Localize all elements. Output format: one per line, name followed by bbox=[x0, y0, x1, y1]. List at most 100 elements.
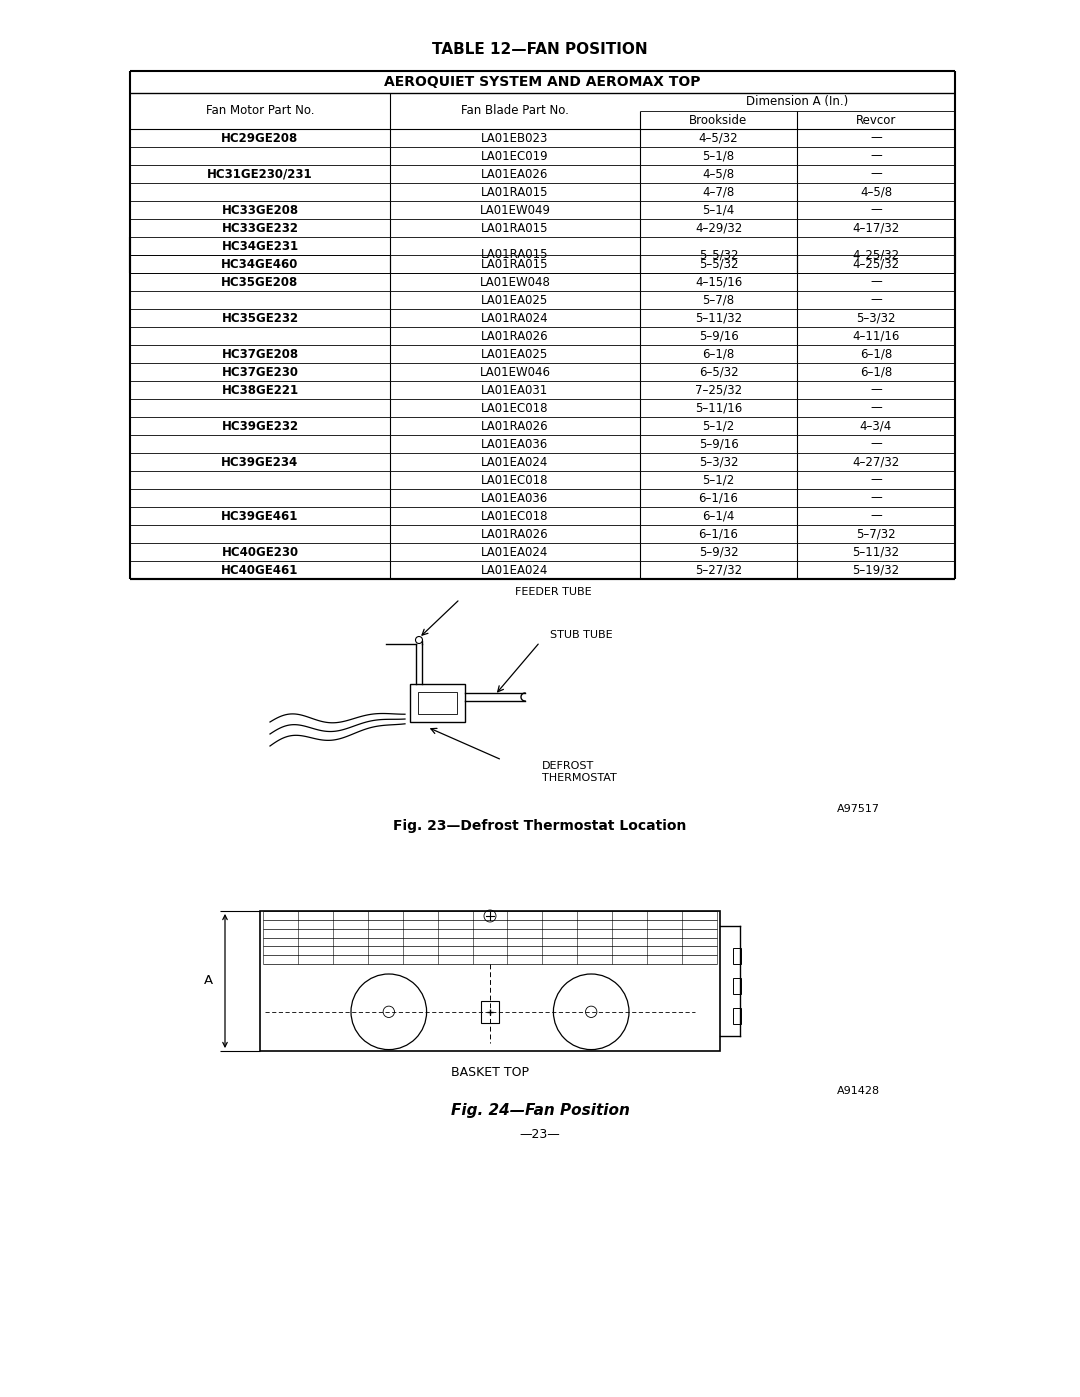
Text: 5–5/32: 5–5/32 bbox=[699, 249, 739, 261]
Text: LA01RA015: LA01RA015 bbox=[482, 257, 549, 271]
Text: 4–5/8: 4–5/8 bbox=[860, 186, 892, 198]
Text: 5–3/32: 5–3/32 bbox=[856, 312, 895, 324]
Text: 5–1/2: 5–1/2 bbox=[702, 474, 734, 486]
Text: HC33GE208: HC33GE208 bbox=[221, 204, 298, 217]
Text: 5–9/16: 5–9/16 bbox=[699, 437, 739, 450]
Text: 5–9/16: 5–9/16 bbox=[699, 330, 739, 342]
Text: BASKET TOP: BASKET TOP bbox=[451, 1066, 529, 1080]
Text: 4–17/32: 4–17/32 bbox=[852, 222, 900, 235]
Text: LA01EA036: LA01EA036 bbox=[482, 492, 549, 504]
Text: —: — bbox=[870, 168, 882, 180]
Text: LA01EA025: LA01EA025 bbox=[482, 348, 549, 360]
Text: LA01EA036: LA01EA036 bbox=[482, 437, 549, 450]
Text: LA01EA024: LA01EA024 bbox=[482, 563, 549, 577]
Text: TABLE 12—FAN POSITION: TABLE 12—FAN POSITION bbox=[432, 42, 648, 56]
Text: LA01RA026: LA01RA026 bbox=[482, 330, 549, 342]
Text: LA01EA026: LA01EA026 bbox=[482, 168, 549, 180]
Text: 5–1/4: 5–1/4 bbox=[702, 204, 734, 217]
Text: 4–29/32: 4–29/32 bbox=[694, 222, 742, 235]
Text: —: — bbox=[870, 437, 882, 450]
Text: HC34GE231: HC34GE231 bbox=[221, 239, 298, 253]
Text: —: — bbox=[870, 510, 882, 522]
Text: 5–5/32: 5–5/32 bbox=[699, 257, 739, 271]
Text: 5–11/32: 5–11/32 bbox=[694, 312, 742, 324]
Text: LA01RA015: LA01RA015 bbox=[482, 186, 549, 198]
Text: —: — bbox=[870, 492, 882, 504]
Text: HC37GE230: HC37GE230 bbox=[221, 366, 298, 379]
Text: 4–27/32: 4–27/32 bbox=[852, 455, 900, 468]
Text: 4–25/32: 4–25/32 bbox=[852, 249, 900, 261]
Text: —: — bbox=[870, 293, 882, 306]
Text: LA01EW046: LA01EW046 bbox=[480, 366, 551, 379]
Text: HC33GE232: HC33GE232 bbox=[221, 222, 298, 235]
Text: HC31GE230/231: HC31GE230/231 bbox=[207, 168, 313, 180]
Text: LA01RA015: LA01RA015 bbox=[482, 249, 549, 261]
Text: LA01EC018: LA01EC018 bbox=[482, 474, 549, 486]
Text: Brookside: Brookside bbox=[689, 113, 747, 127]
Text: 4–11/16: 4–11/16 bbox=[852, 330, 900, 342]
Text: HC39GE461: HC39GE461 bbox=[221, 510, 299, 522]
Text: HC29GE208: HC29GE208 bbox=[221, 131, 299, 144]
Text: 5–27/32: 5–27/32 bbox=[694, 563, 742, 577]
Bar bbox=[481, 1000, 499, 1023]
Text: 6–1/8: 6–1/8 bbox=[860, 366, 892, 379]
Text: 6–1/16: 6–1/16 bbox=[699, 528, 739, 541]
Bar bbox=[418, 692, 457, 714]
Text: —: — bbox=[870, 204, 882, 217]
Text: 6–1/4: 6–1/4 bbox=[702, 510, 734, 522]
Text: Fan Motor Part No.: Fan Motor Part No. bbox=[206, 105, 314, 117]
Text: 6–1/8: 6–1/8 bbox=[702, 348, 734, 360]
Text: —: — bbox=[870, 474, 882, 486]
Text: 4–5/32: 4–5/32 bbox=[699, 131, 739, 144]
Text: 5–9/32: 5–9/32 bbox=[699, 545, 739, 559]
Bar bbox=[733, 949, 741, 964]
Text: HC40GE230: HC40GE230 bbox=[221, 545, 298, 559]
Text: 4–15/16: 4–15/16 bbox=[694, 275, 742, 289]
Text: STUB TUBE: STUB TUBE bbox=[550, 630, 612, 640]
Text: —: — bbox=[870, 275, 882, 289]
Text: HC39GE232: HC39GE232 bbox=[221, 419, 298, 433]
Text: 6–1/16: 6–1/16 bbox=[699, 492, 739, 504]
Text: LA01EC019: LA01EC019 bbox=[482, 149, 549, 162]
Text: LA01RA026: LA01RA026 bbox=[482, 419, 549, 433]
Text: 4–3/4: 4–3/4 bbox=[860, 419, 892, 433]
Text: LA01EA031: LA01EA031 bbox=[482, 384, 549, 397]
Text: 4–25/32: 4–25/32 bbox=[852, 257, 900, 271]
Text: LA01RA026: LA01RA026 bbox=[482, 528, 549, 541]
Text: FEEDER TUBE: FEEDER TUBE bbox=[515, 587, 592, 597]
Text: 5–7/32: 5–7/32 bbox=[856, 528, 895, 541]
Text: 5–19/32: 5–19/32 bbox=[852, 563, 900, 577]
Text: LA01EA024: LA01EA024 bbox=[482, 455, 549, 468]
Text: LA01EB023: LA01EB023 bbox=[482, 131, 549, 144]
Bar bbox=[733, 1009, 741, 1024]
Text: LA01RA024: LA01RA024 bbox=[482, 312, 549, 324]
Text: —: — bbox=[870, 149, 882, 162]
Bar bbox=[410, 685, 465, 722]
Text: Fig. 23—Defrost Thermostat Location: Fig. 23—Defrost Thermostat Location bbox=[393, 819, 687, 833]
Text: LA01RA015: LA01RA015 bbox=[482, 222, 549, 235]
Text: 5–3/32: 5–3/32 bbox=[699, 455, 739, 468]
Bar bbox=[260, 911, 720, 1051]
Text: HC38GE221: HC38GE221 bbox=[221, 384, 298, 397]
Text: Dimension A (In.): Dimension A (In.) bbox=[746, 95, 849, 108]
Text: A97517: A97517 bbox=[837, 805, 880, 814]
Text: 5–11/32: 5–11/32 bbox=[852, 545, 900, 559]
Text: 4–7/8: 4–7/8 bbox=[702, 186, 734, 198]
Bar bbox=[733, 978, 741, 995]
Text: 4–5/8: 4–5/8 bbox=[702, 168, 734, 180]
Text: DEFROST
THERMOSTAT: DEFROST THERMOSTAT bbox=[542, 761, 617, 782]
Text: HC39GE234: HC39GE234 bbox=[221, 455, 299, 468]
Text: Fig. 24—Fan Position: Fig. 24—Fan Position bbox=[450, 1104, 630, 1119]
Text: 6–5/32: 6–5/32 bbox=[699, 366, 739, 379]
Text: 5–7/8: 5–7/8 bbox=[702, 293, 734, 306]
Text: LA01EC018: LA01EC018 bbox=[482, 401, 549, 415]
Text: 6–1/8: 6–1/8 bbox=[860, 348, 892, 360]
Text: Revcor: Revcor bbox=[855, 113, 896, 127]
Text: LA01EC018: LA01EC018 bbox=[482, 510, 549, 522]
Text: HC37GE208: HC37GE208 bbox=[221, 348, 298, 360]
Text: —23—: —23— bbox=[519, 1129, 561, 1141]
Text: 5–11/16: 5–11/16 bbox=[694, 401, 742, 415]
Text: —: — bbox=[870, 384, 882, 397]
Text: LA01EA024: LA01EA024 bbox=[482, 545, 549, 559]
Text: AEROQUIET SYSTEM AND AEROMAX TOP: AEROQUIET SYSTEM AND AEROMAX TOP bbox=[384, 75, 701, 89]
